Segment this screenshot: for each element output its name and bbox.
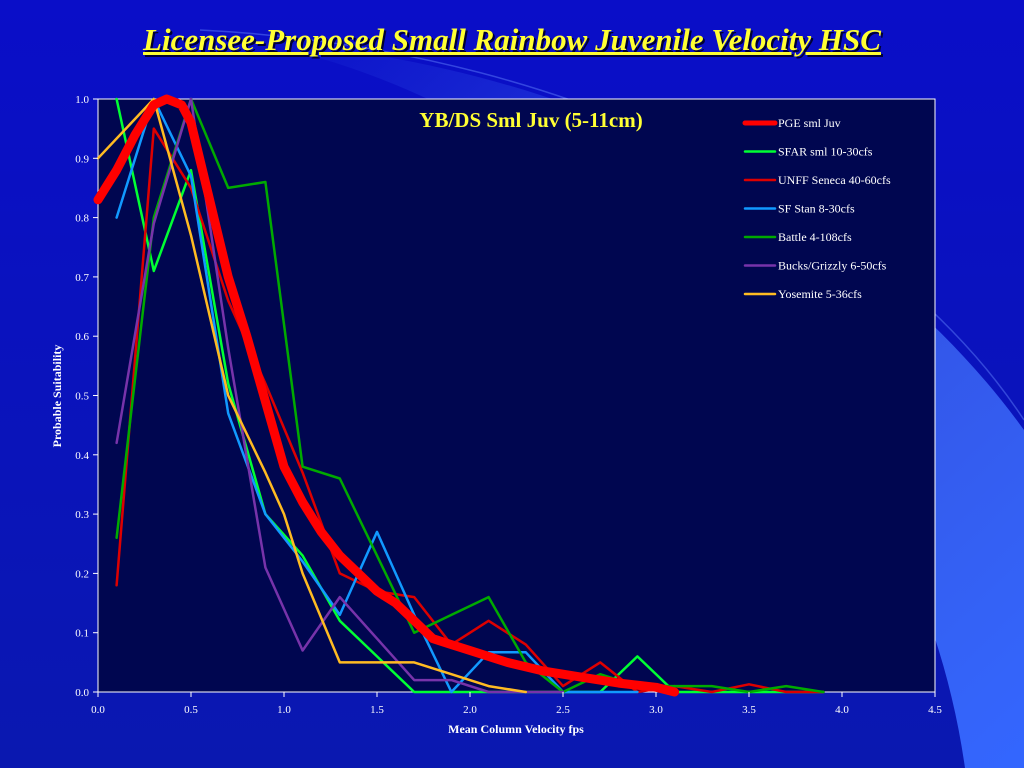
y-tick-label: 1.0 xyxy=(75,94,89,106)
legend-label: PGE sml Juv xyxy=(778,116,841,130)
series-layer xyxy=(93,94,825,697)
slide-title: Licensee-Proposed Small Rainbow Juvenile… xyxy=(143,22,881,57)
x-axis-title: Mean Column Velocity fps xyxy=(448,722,584,736)
y-tick-label: 0.4 xyxy=(75,450,89,462)
x-tick-label: 4.0 xyxy=(835,704,849,716)
series-line-bucks-grizzly-6-50cfs xyxy=(115,97,565,694)
y-tick-label: 0.9 xyxy=(75,153,89,165)
y-tick-label: 0.3 xyxy=(75,509,89,521)
legend-label: SFAR sml 10-30cfs xyxy=(778,145,873,159)
x-tick-label: 2.0 xyxy=(463,704,477,716)
y-tick-label: 0.8 xyxy=(75,213,89,225)
y-tick-label: 0.0 xyxy=(75,687,89,699)
y-tick-label: 0.5 xyxy=(75,391,89,403)
y-tick-label: 0.1 xyxy=(75,628,89,640)
x-tick-label: 3.5 xyxy=(742,704,756,716)
x-tick-label: 1.0 xyxy=(277,704,291,716)
x-tick-label: 0.0 xyxy=(91,704,105,716)
legend-label: Yosemite 5-36cfs xyxy=(778,287,862,301)
x-tick-label: 2.5 xyxy=(556,704,570,716)
plot-area xyxy=(97,98,936,693)
series-line-battle-4-108cfs xyxy=(115,97,825,694)
series-line-yosemite-5-36cfs xyxy=(96,97,528,694)
legend-label: SF Stan 8-30cfs xyxy=(778,202,855,216)
legend-label: Bucks/Grizzly 6-50cfs xyxy=(778,259,887,273)
series-line-unff-seneca-40-60cfs xyxy=(115,127,825,694)
chart-title: YB/DS Sml Juv (5-11cm) xyxy=(419,108,642,132)
series-line-pge-sml-juv xyxy=(93,94,680,697)
x-tick-label: 4.5 xyxy=(928,704,942,716)
x-tick-label: 1.5 xyxy=(370,704,384,716)
legend-label: UNFF Seneca 40-60cfs xyxy=(778,173,891,187)
series-line-sf-stan-8-30cfs xyxy=(115,97,639,694)
legend-label: Battle 4-108cfs xyxy=(778,230,852,244)
chart-legend: PGE sml Juv SFAR sml 10-30cfs UNFF Seneca … xyxy=(742,116,891,301)
x-tick-label: 0.5 xyxy=(184,704,198,716)
x-tick-label: 3.0 xyxy=(649,704,663,716)
y-tick-label: 0.6 xyxy=(75,331,89,343)
axes-layer: 0.0 0.5 1.0 1.5 2.0 2.5 3.0 3.5 4.0 4.5 0.0 0.1 0.2 0… xyxy=(75,94,942,716)
y-tick-label: 0.7 xyxy=(75,272,89,284)
y-axis-title: Probable Suitability xyxy=(50,345,64,448)
y-tick-label: 0.2 xyxy=(75,568,89,580)
